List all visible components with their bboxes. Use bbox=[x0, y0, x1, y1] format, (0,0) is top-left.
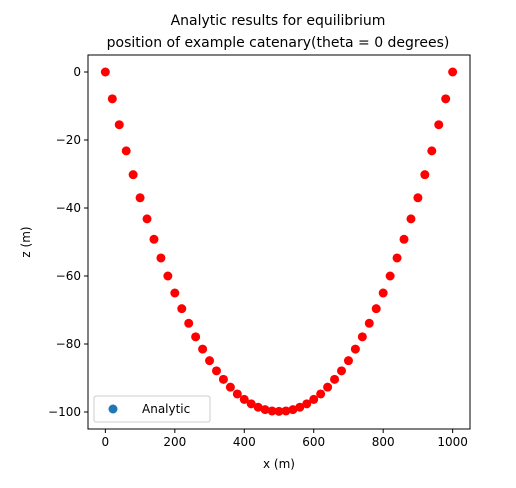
data-point bbox=[441, 94, 451, 104]
chart-title-line-2: position of example catenary(theta = 0 d… bbox=[107, 35, 450, 51]
plot-frame bbox=[87, 54, 471, 430]
y-tick-label: −20 bbox=[56, 133, 81, 147]
legend-label-analytic: Analytic bbox=[142, 402, 190, 416]
data-point bbox=[246, 399, 256, 409]
data-point bbox=[156, 253, 166, 263]
data-point bbox=[114, 120, 124, 130]
legend: Analytic bbox=[93, 395, 211, 423]
data-point bbox=[343, 356, 353, 366]
data-point bbox=[302, 399, 312, 409]
data-point bbox=[371, 304, 381, 314]
x-axis-label: x (m) bbox=[263, 457, 295, 471]
data-points bbox=[100, 67, 458, 416]
data-point bbox=[392, 253, 402, 263]
data-point bbox=[434, 120, 444, 130]
data-point bbox=[107, 94, 117, 104]
data-point bbox=[413, 193, 423, 203]
data-point bbox=[406, 214, 416, 224]
data-point bbox=[281, 406, 291, 416]
data-point bbox=[225, 382, 235, 392]
data-point bbox=[295, 402, 305, 412]
data-point bbox=[128, 170, 138, 180]
data-point bbox=[357, 332, 367, 342]
data-point bbox=[149, 234, 159, 244]
y-axis-label: z (m) bbox=[19, 226, 33, 257]
x-axis-ticks: 0 200 400 600 800 1000 bbox=[102, 429, 468, 449]
x-tick-label: 600 bbox=[302, 435, 325, 449]
y-tick-label: −100 bbox=[48, 405, 81, 419]
data-point bbox=[378, 288, 388, 298]
data-point bbox=[177, 304, 187, 314]
plot-area bbox=[88, 55, 470, 429]
data-point bbox=[121, 146, 131, 156]
data-point bbox=[448, 67, 458, 77]
data-point bbox=[427, 146, 437, 156]
data-point bbox=[337, 366, 347, 376]
data-point bbox=[218, 374, 228, 384]
data-point bbox=[191, 332, 201, 342]
data-point bbox=[350, 344, 360, 354]
legend-marker bbox=[108, 404, 118, 414]
legend-box bbox=[93, 395, 211, 423]
data-point bbox=[399, 234, 409, 244]
y-tick-label: −60 bbox=[56, 269, 81, 283]
data-point bbox=[274, 406, 284, 416]
data-point bbox=[267, 406, 277, 416]
data-point bbox=[100, 67, 110, 77]
x-tick-label: 800 bbox=[372, 435, 395, 449]
y-tick-label: 0 bbox=[73, 65, 81, 79]
chart-title-line-1: Analytic results for equilibrium bbox=[171, 13, 386, 29]
x-tick-label: 400 bbox=[233, 435, 256, 449]
y-tick-label: −40 bbox=[56, 201, 81, 215]
data-point bbox=[232, 389, 242, 399]
data-point bbox=[198, 344, 208, 354]
data-point bbox=[142, 214, 152, 224]
data-point bbox=[184, 318, 194, 328]
data-point bbox=[364, 318, 374, 328]
data-point bbox=[309, 394, 319, 404]
x-tick-label: 200 bbox=[163, 435, 186, 449]
data-point bbox=[163, 271, 173, 281]
x-tick-label: 1000 bbox=[437, 435, 468, 449]
data-point bbox=[288, 405, 298, 415]
x-tick-label: 0 bbox=[102, 435, 110, 449]
data-point bbox=[253, 402, 263, 412]
data-point bbox=[211, 366, 221, 376]
data-point bbox=[170, 288, 180, 298]
data-point bbox=[330, 374, 340, 384]
data-point bbox=[385, 271, 395, 281]
data-point bbox=[239, 394, 249, 404]
data-point bbox=[205, 356, 215, 366]
data-point bbox=[323, 382, 333, 392]
data-point bbox=[260, 405, 270, 415]
data-point bbox=[135, 193, 145, 203]
data-point bbox=[316, 389, 326, 399]
y-axis-ticks: 0 −20 −40 −60 −80 −100 bbox=[48, 65, 88, 419]
data-point bbox=[420, 170, 430, 180]
y-tick-label: −80 bbox=[56, 337, 81, 351]
